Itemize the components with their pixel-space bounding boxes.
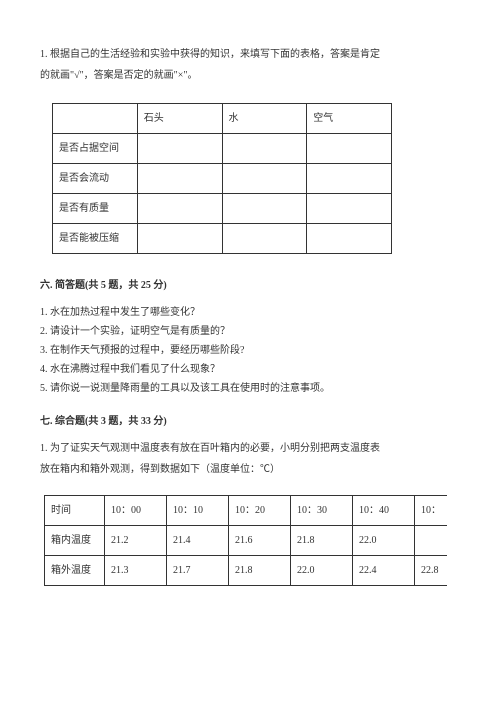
section7-title: 七. 综合题(共 3 题，共 33 分) xyxy=(40,412,460,431)
cell: 21.6 xyxy=(229,526,291,556)
cell: 21.7 xyxy=(167,556,229,586)
header-time: 时间 xyxy=(45,496,105,526)
table-row: 是否能被压缩 xyxy=(53,224,392,254)
header-col: 10：40 xyxy=(353,496,415,526)
cell xyxy=(137,194,222,224)
cell: 21.8 xyxy=(229,556,291,586)
cell xyxy=(222,224,307,254)
cell: 22.0 xyxy=(353,526,415,556)
intro-line-1: 1. 根据自己的生活经验和实验中获得的知识，来填写下面的表格，答案是肯定 xyxy=(40,45,460,64)
question-item: 3. 在制作天气预报的过程中，要经历哪些阶段? xyxy=(40,341,460,360)
header-col: 10：10 xyxy=(167,496,229,526)
section7-para2: 放在箱内和箱外观测，得到数据如下（温度单位：℃） xyxy=(40,460,460,479)
table-header-row: 石头 水 空气 xyxy=(53,104,392,134)
section6-title: 六. 简答题(共 5 题，共 25 分) xyxy=(40,276,460,295)
section7-para1: 1. 为了证实天气观测中温度表有放在百叶箱内的必要，小明分别把两支温度表 xyxy=(40,439,460,458)
table-row: 箱内温度 21.2 21.4 21.6 21.8 22.0 xyxy=(45,526,448,556)
header-air: 空气 xyxy=(307,104,392,134)
table-row: 箱外温度 21.3 21.7 21.8 22.0 22.4 22.8 xyxy=(45,556,448,586)
cell: 21.4 xyxy=(167,526,229,556)
cell-cut xyxy=(415,526,448,556)
cell: 22.0 xyxy=(291,556,353,586)
table-row: 是否有质量 xyxy=(53,194,392,224)
cell xyxy=(222,164,307,194)
table-header-row: 时间 10：00 10：10 10：20 10：30 10：40 10： xyxy=(45,496,448,526)
row-label: 是否能被压缩 xyxy=(53,224,138,254)
header-col: 10：30 xyxy=(291,496,353,526)
cell xyxy=(307,164,392,194)
row-label: 是否有质量 xyxy=(53,194,138,224)
cell: 21.3 xyxy=(105,556,167,586)
cell-cut: 22.8 xyxy=(415,556,448,586)
row-label: 是否占据空间 xyxy=(53,134,138,164)
question-item: 5. 请你说一说测量降雨量的工具以及该工具在使用时的注意事项。 xyxy=(40,379,460,398)
question-item: 2. 请设计一个实验，证明空气是有质量的？ xyxy=(40,322,460,341)
question-item: 1. 水在加热过程中发生了哪些变化？ xyxy=(40,303,460,322)
cell xyxy=(307,134,392,164)
section6-questions: 1. 水在加热过程中发生了哪些变化？ 2. 请设计一个实验，证明空气是有质量的？… xyxy=(40,303,460,398)
cell xyxy=(137,134,222,164)
table-row: 是否会流动 xyxy=(53,164,392,194)
header-water: 水 xyxy=(222,104,307,134)
header-empty xyxy=(53,104,138,134)
table2-container: 时间 10：00 10：10 10：20 10：30 10：40 10： 箱内温… xyxy=(40,495,460,586)
table-row: 是否占据空间 xyxy=(53,134,392,164)
cell xyxy=(222,134,307,164)
question-item: 4. 水在沸腾过程中我们看见了什么现象？ xyxy=(40,360,460,379)
row-label: 是否会流动 xyxy=(53,164,138,194)
row-label: 箱内温度 xyxy=(45,526,105,556)
temperature-table: 时间 10：00 10：10 10：20 10：30 10：40 10： 箱内温… xyxy=(44,495,447,586)
header-col-cut: 10： xyxy=(415,496,448,526)
cell xyxy=(222,194,307,224)
table1-container: 石头 水 空气 是否占据空间 是否会流动 是否有质量 是否能被压缩 xyxy=(40,103,460,254)
row-label: 箱外温度 xyxy=(45,556,105,586)
header-col: 10：00 xyxy=(105,496,167,526)
cell: 22.4 xyxy=(353,556,415,586)
header-stone: 石头 xyxy=(137,104,222,134)
cell xyxy=(137,224,222,254)
cell: 21.8 xyxy=(291,526,353,556)
header-col: 10：20 xyxy=(229,496,291,526)
cell: 21.2 xyxy=(105,526,167,556)
properties-table: 石头 水 空气 是否占据空间 是否会流动 是否有质量 是否能被压缩 xyxy=(52,103,392,254)
cell xyxy=(137,164,222,194)
intro-line-2: 的就画"√"，答案是否定的就画"×"。 xyxy=(40,66,460,85)
cell xyxy=(307,194,392,224)
cell xyxy=(307,224,392,254)
